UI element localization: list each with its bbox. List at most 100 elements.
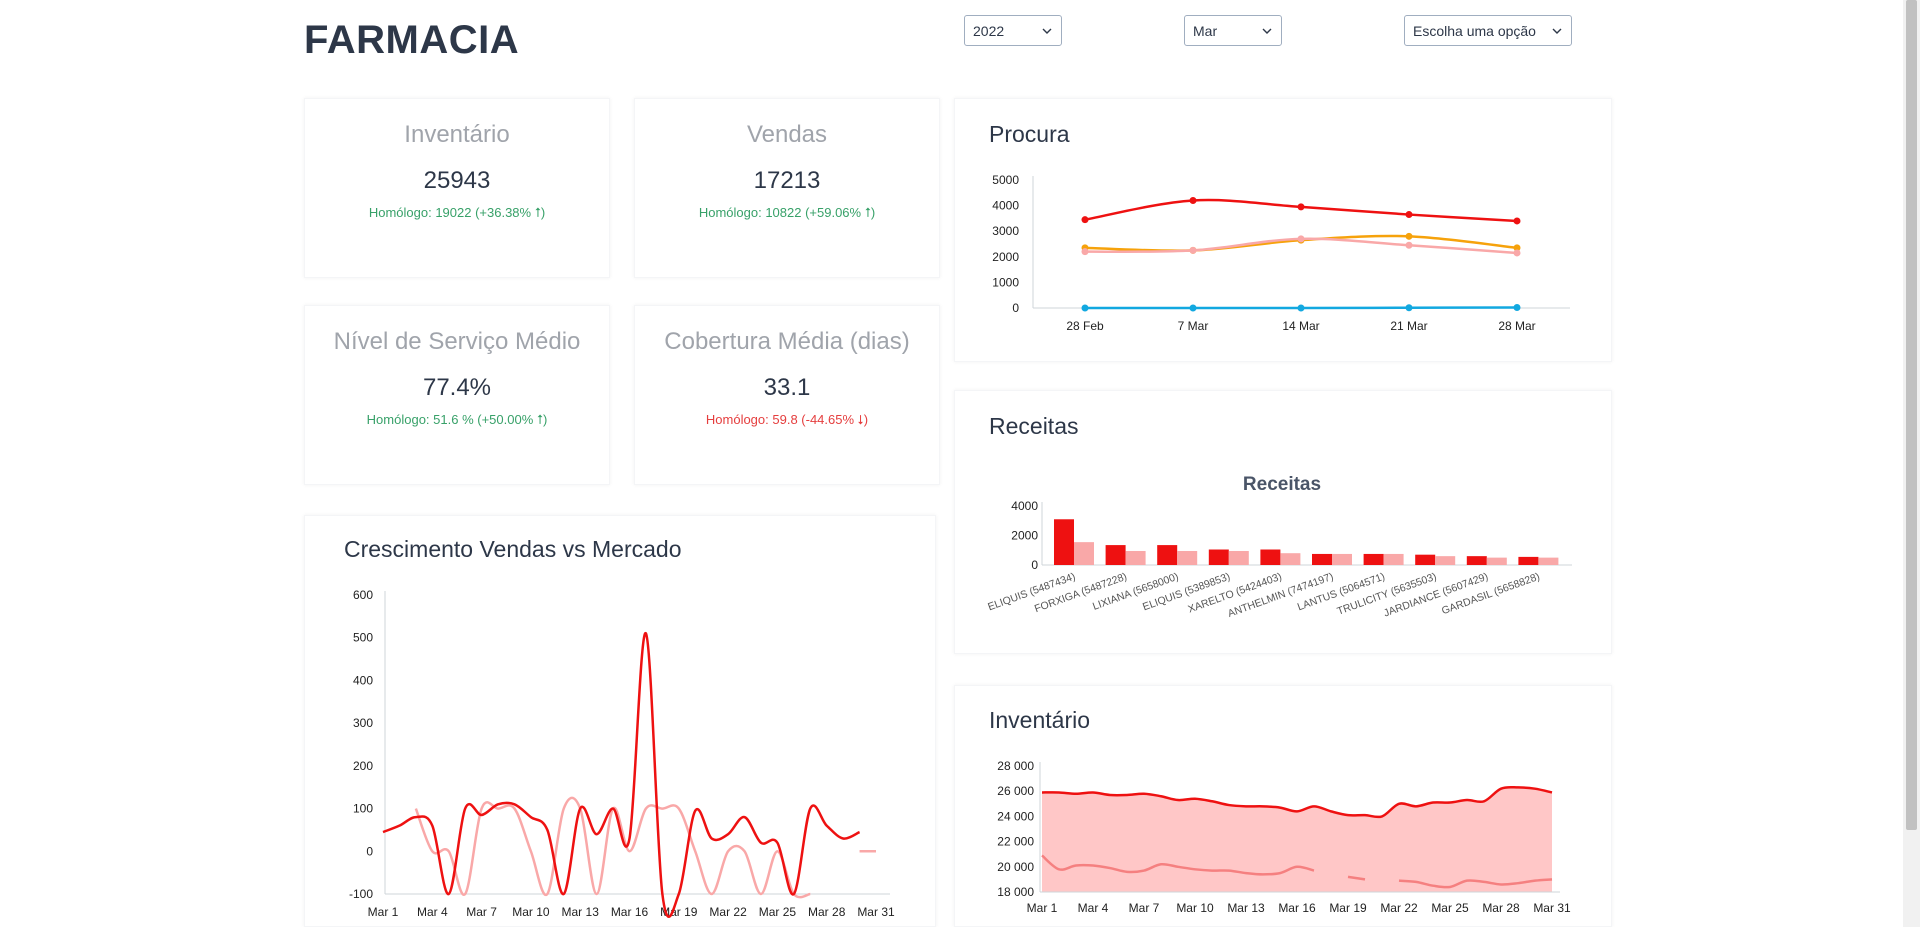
chevron-down-icon <box>1262 28 1272 34</box>
kpi-title: Nível de Serviço Médio <box>333 328 581 355</box>
y-tick-label: 22 000 <box>997 835 1034 849</box>
bar <box>1363 553 1384 565</box>
x-tick-label: Mar 16 <box>611 905 649 919</box>
y-tick-label: 3000 <box>992 224 1019 238</box>
bar <box>1435 556 1456 565</box>
year-select[interactable]: 2022 <box>964 15 1062 46</box>
kpi-title: Cobertura Média (dias) <box>664 328 910 355</box>
data-point <box>1081 216 1089 224</box>
kpi-delta: Homólogo: 19022 (+36.38% ⭡) <box>368 205 546 220</box>
x-tick-label: Mar 1 <box>1027 901 1058 915</box>
data-point <box>1513 217 1521 225</box>
x-tick-label: Mar 4 <box>417 905 448 919</box>
bar <box>1312 553 1332 565</box>
data-point <box>1297 203 1305 211</box>
y-tick-label: 18 000 <box>997 885 1034 899</box>
kpi-card-inventario: Inventário 25943 Homólogo: 19022 (+36.38… <box>304 98 610 278</box>
y-tick-label: 2000 <box>992 250 1019 264</box>
data-point <box>1513 244 1521 252</box>
x-tick-label: Mar 7 <box>466 905 497 919</box>
y-tick-label: 300 <box>353 716 373 730</box>
month-select[interactable]: Mar <box>1184 15 1282 46</box>
chart-inner-title: Receitas <box>1243 474 1321 495</box>
data-point <box>1405 241 1413 249</box>
series-line <box>414 796 811 899</box>
chart-title: Receitas <box>989 413 1079 439</box>
y-tick-label: 2000 <box>1011 529 1038 543</box>
bar <box>1105 545 1126 565</box>
data-point <box>1513 249 1521 257</box>
bar <box>1538 557 1559 565</box>
scrollbar[interactable] <box>1903 0 1920 927</box>
series-line <box>1041 785 1553 819</box>
kpi-delta: Homólogo: 10822 (+59.06% ⭡) <box>698 205 876 220</box>
series-line <box>1398 878 1553 889</box>
x-tick-label: Mar 1 <box>368 905 399 919</box>
bar <box>1415 554 1436 565</box>
bar <box>1054 519 1074 565</box>
kpi-card-servico: Nível de Serviço Médio 77.4% Homólogo: 5… <box>304 305 610 485</box>
y-tick-label: 24 000 <box>997 809 1034 823</box>
series-line <box>382 632 861 919</box>
kpi-value: 77.4% <box>422 374 492 401</box>
y-tick-label: 400 <box>353 673 373 687</box>
x-tick-label: Mar 28 <box>1482 901 1520 915</box>
data-point <box>1081 248 1089 256</box>
x-tick-label: Mar 25 <box>1431 901 1469 915</box>
x-tick-label: Mar 10 <box>512 905 550 919</box>
kpi-title: Vendas <box>746 121 828 148</box>
y-tick-label: 600 <box>353 588 373 602</box>
bar <box>1177 550 1198 565</box>
option-select[interactable]: Escolha uma opção <box>1404 15 1572 46</box>
data-point <box>1189 196 1197 204</box>
y-tick-label: 0 <box>1031 558 1038 572</box>
x-tick-label: Mar 25 <box>759 905 797 919</box>
data-point <box>1405 304 1413 312</box>
scrollbar-thumb[interactable] <box>1906 0 1917 830</box>
bar <box>1518 556 1539 565</box>
x-tick-label: Mar 22 <box>709 905 747 919</box>
chevron-down-icon <box>1552 28 1562 34</box>
bar <box>1208 549 1229 565</box>
year-select-value: 2022 <box>973 22 1005 39</box>
bar <box>1125 550 1146 565</box>
x-tick-label: Mar 7 <box>1129 901 1160 915</box>
bar <box>1074 542 1094 565</box>
x-tick-label: 14 Mar <box>1282 319 1319 333</box>
data-point <box>1081 304 1089 312</box>
y-tick-label: 5000 <box>992 173 1019 187</box>
kpi-value: 33.1 <box>763 374 811 401</box>
kpi-delta: Homólogo: 51.6 % (+50.00% ⭡) <box>366 412 548 427</box>
data-point <box>1189 304 1197 312</box>
y-tick-label: 4000 <box>1011 499 1038 513</box>
chart-card-crescimento: Crescimento Vendas vs Mercado <box>304 515 936 927</box>
option-select-value: Escolha uma opção <box>1413 22 1536 39</box>
bar <box>1228 550 1249 565</box>
bar <box>1157 545 1178 565</box>
data-point <box>1513 303 1521 311</box>
series-line <box>1084 198 1518 223</box>
chart-title: Inventário <box>989 707 1091 733</box>
data-point <box>1405 211 1413 219</box>
y-tick-label: 20 000 <box>997 860 1034 874</box>
y-tick-label: 26 000 <box>997 784 1034 798</box>
x-tick-label: Mar 28 <box>808 905 846 919</box>
kpi-title: Inventário <box>404 121 510 148</box>
y-tick-label: 500 <box>353 631 373 645</box>
bar <box>1383 553 1404 565</box>
y-tick-label: -100 <box>349 887 373 901</box>
area-fill <box>1042 787 1552 892</box>
chart-title: Procura <box>989 121 1070 147</box>
x-tick-label: Mar 13 <box>562 905 600 919</box>
x-tick-label: Mar 31 <box>1533 901 1571 915</box>
series-line <box>1347 875 1366 881</box>
y-tick-label: 0 <box>366 844 373 858</box>
bar <box>1260 549 1281 565</box>
bar <box>1466 556 1487 565</box>
x-tick-label: Mar 19 <box>1329 901 1367 915</box>
chevron-down-icon <box>1042 28 1052 34</box>
x-tick-label: 21 Mar <box>1390 319 1427 333</box>
x-tick-label: Mar 4 <box>1078 901 1109 915</box>
kpi-value: 25943 <box>423 167 491 194</box>
